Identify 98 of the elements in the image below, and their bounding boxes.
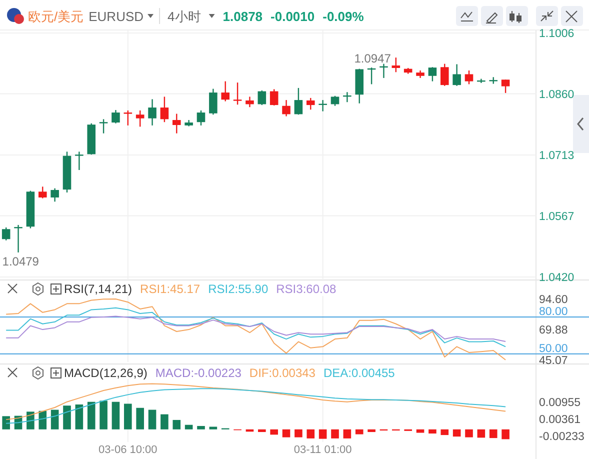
bar (294, 429, 302, 438)
candlestick (452, 64, 461, 86)
bar (197, 426, 205, 430)
bar (452, 429, 461, 437)
candlestick (221, 80, 230, 102)
candlestick (501, 79, 510, 94)
ref-line-label: 80.00 (539, 306, 568, 318)
line-series (6, 307, 506, 348)
bar (172, 420, 181, 430)
series-label: RSI1:45.17 (140, 282, 200, 296)
candlestick (124, 110, 132, 126)
bar (209, 426, 218, 430)
candlestick (428, 66, 437, 82)
candlestick (2, 226, 10, 241)
bar (184, 424, 193, 430)
line-series (6, 383, 506, 420)
y-tick-label: 94.60 (539, 294, 568, 306)
bar (282, 429, 290, 438)
chart-title: RSI(7,14,21) (64, 282, 132, 296)
text: 4小时 (168, 9, 201, 24)
candlestick (75, 151, 84, 171)
bar (343, 429, 352, 438)
bar (87, 402, 96, 430)
series-label: RSI2:55.90 (208, 282, 268, 296)
text: 1.0878 (222, 9, 263, 24)
bar (355, 429, 364, 434)
bar (258, 429, 266, 432)
candlestick (196, 110, 206, 126)
bar (502, 429, 510, 440)
bar (428, 429, 436, 434)
candlestick (294, 87, 303, 116)
text: MACD:-0.00223 (155, 366, 242, 380)
text: RSI3:60.08 (276, 282, 337, 296)
candlestick (270, 88, 278, 106)
candlestick (258, 90, 266, 106)
bar (136, 408, 144, 430)
bar (465, 429, 473, 438)
y-tick-label: 69.88 (539, 324, 568, 336)
candlestick (99, 118, 108, 134)
annotation: 1.0479 (2, 254, 40, 268)
line-series (6, 388, 506, 424)
candlestick (148, 98, 156, 126)
text: -0.0010 (270, 9, 315, 24)
bar (306, 429, 315, 438)
y-tick-label: 0.00955 (539, 396, 581, 409)
candlestick (233, 82, 242, 106)
y-tick-label: 1.0713 (539, 150, 574, 162)
chart-subtitle: EURUSD (88, 9, 144, 24)
line-series (6, 316, 506, 342)
bar (477, 429, 486, 438)
bar (331, 429, 339, 438)
bar (112, 402, 120, 430)
candlestick (136, 110, 144, 128)
candlestick (392, 56, 400, 73)
y-tick-label: 1.0567 (539, 210, 574, 223)
y-tick-label: 0.00361 (539, 414, 581, 426)
candlestick (112, 109, 120, 124)
series-label: DEA:0.00455 (323, 366, 396, 380)
bar (489, 429, 498, 438)
y-tick-label: 1.1006 (539, 28, 574, 40)
candlestick (172, 113, 181, 134)
bar (270, 429, 278, 435)
chart-title: 欧元/美元 (28, 9, 84, 24)
candlestick (330, 95, 340, 106)
line-series (6, 298, 506, 360)
text: -0.09% (322, 9, 364, 24)
candlestick (306, 97, 315, 110)
bar (100, 400, 108, 430)
bar (148, 410, 156, 430)
chart-title: MACD(12,26,9) (64, 366, 148, 380)
bar (318, 429, 327, 439)
candlestick (38, 186, 47, 199)
series-label: DIF:0.00343 (249, 366, 316, 380)
annotation: 1.0947 (354, 52, 392, 66)
candlestick (246, 96, 254, 108)
bar (368, 429, 376, 432)
bar (440, 429, 449, 436)
candlestick (209, 88, 218, 116)
candlestick (50, 188, 59, 202)
x-tick-label: 03-06 10:00 (98, 444, 158, 456)
candlestick (440, 63, 449, 86)
ref-line-label: 50.00 (539, 342, 568, 355)
y-tick-label: 1.0860 (539, 88, 574, 101)
bar (75, 404, 84, 430)
bar (416, 429, 424, 433)
x-tick-label: 03-11 01:00 (294, 444, 352, 456)
bar (124, 404, 132, 430)
y-tick-label: 45.07 (539, 355, 568, 367)
candlestick (282, 99, 290, 117)
y-tick-label: -0.00233 (539, 431, 584, 444)
bar (63, 406, 71, 430)
bar (38, 410, 47, 430)
bar (160, 414, 168, 430)
bar (2, 416, 10, 430)
y-tick-label: 1.0420 (539, 272, 574, 284)
candlestick (160, 96, 169, 123)
bar (50, 410, 59, 430)
candlestick (464, 70, 474, 85)
